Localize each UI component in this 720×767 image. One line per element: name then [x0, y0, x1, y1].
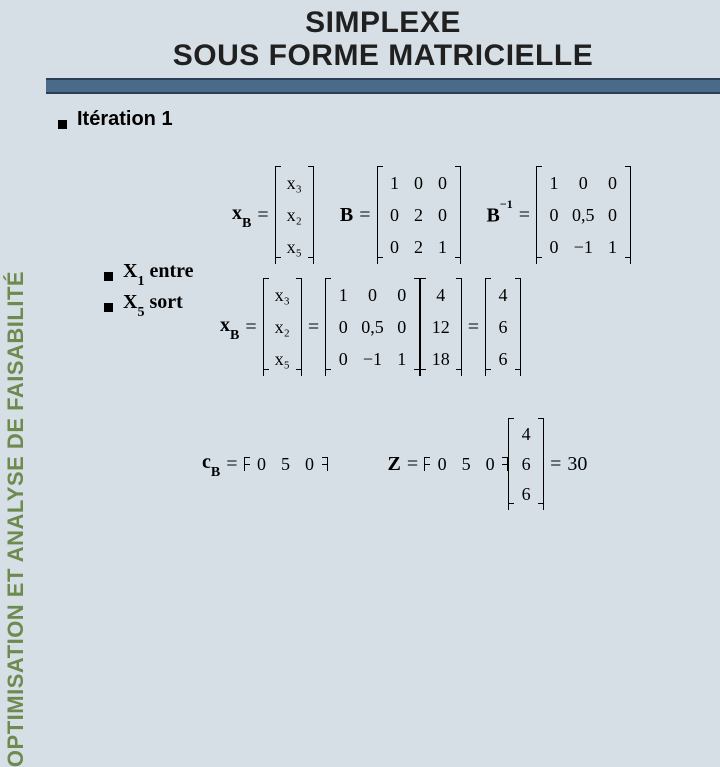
equals: =	[353, 204, 376, 227]
equals: =	[513, 204, 536, 227]
Z-row: 0 5 0	[424, 451, 508, 477]
title-divider-band	[46, 78, 720, 94]
equation-row-1: xB = x₃ x₂ x₅ B = 100 020 021	[232, 166, 631, 264]
enter-sub: 1	[137, 274, 144, 289]
b-vector: 4 12 18	[420, 278, 462, 376]
Binv-matrix: 100 00,50 0−11	[536, 166, 631, 264]
equals: =	[251, 204, 274, 227]
pivot-bullets: X1 entre X5 sort	[104, 260, 194, 322]
math-area: X1 entre X5 sort xB = x₃ x₂ x₅	[92, 160, 714, 540]
slide-content: SIMPLEXE SOUS FORME MATRICIELLE Itératio…	[46, 0, 720, 540]
sidebar-text: OPTIMISATION ET ANALYSE DE FAISABILITÉ	[3, 271, 29, 767]
bullet-square-icon	[58, 120, 67, 129]
leave-sub: 5	[137, 305, 144, 320]
equation-row-2: xB = x₃ x₂ x₅ = 100 00,50 0−11	[220, 278, 521, 376]
bullet-iteration-text: Itération 1	[77, 108, 173, 131]
B-label: B	[340, 204, 353, 227]
Binv-label: B	[487, 204, 500, 226]
leave-suffix: sort	[144, 291, 182, 313]
xb-sub: B	[242, 216, 251, 231]
Z-value: 30	[567, 453, 587, 476]
slide-title: SIMPLEXE SOUS FORME MATRICIELLE	[46, 0, 720, 72]
xb-0: x₃	[287, 173, 302, 194]
enter-suffix: entre	[144, 260, 193, 282]
equation-row-3: cB = 0 5 0 Z = 0 5 0	[202, 418, 587, 510]
bullet-enter: X1 entre	[104, 260, 194, 287]
sidebar-vertical-label: OPTIMISATION ET ANALYSE DE FAISABILITÉ	[0, 0, 36, 540]
bullet-list: Itération 1	[46, 94, 720, 131]
title-line-1: SIMPLEXE	[46, 6, 720, 39]
bullet-square-icon	[104, 303, 113, 312]
bullet-square-icon	[104, 272, 113, 281]
Z-vec: 4 6 6	[508, 418, 544, 510]
bullet-iteration: Itération 1	[58, 108, 708, 131]
xb-1: x₂	[287, 205, 302, 226]
xb-vector-2: x₃ x₂ x₅	[263, 278, 302, 376]
Binv-sup: −1	[500, 197, 513, 211]
cb-row: 0 5 0	[244, 451, 328, 477]
xb-2: x₅	[287, 237, 302, 258]
B-matrix: 100 020 021	[377, 166, 461, 264]
xb-vector: x₃ x₂ x₅	[275, 166, 314, 264]
xb-label: x	[232, 202, 242, 224]
leave-var: X	[123, 291, 137, 313]
enter-var: X	[123, 260, 137, 282]
bullet-leave: X5 sort	[104, 291, 194, 318]
M-matrix: 100 00,50 0−11	[325, 278, 420, 376]
title-line-2: SOUS FORME MATRICIELLE	[46, 39, 720, 72]
Z-label: Z	[388, 453, 401, 476]
result-vector: 4 6 6	[485, 278, 521, 376]
